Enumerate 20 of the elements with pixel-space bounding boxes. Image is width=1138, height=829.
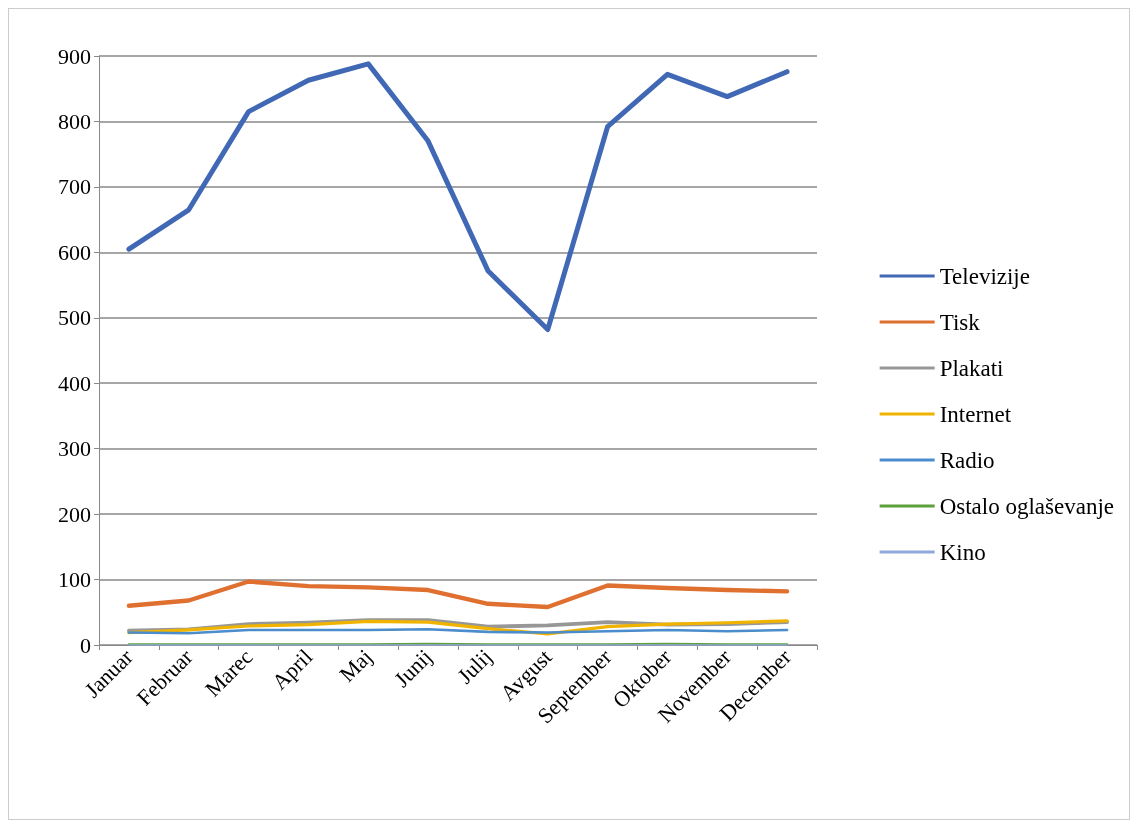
y-tick-label: 700 [58, 174, 91, 200]
y-tick-label: 300 [58, 436, 91, 462]
y-tick-label: 200 [58, 501, 91, 527]
legend-label: Internet [939, 401, 1012, 427]
legend-label: Tisk [939, 309, 981, 335]
legend-label: Ostalo oglaševanje [939, 493, 1115, 519]
y-tick-label: 0 [80, 632, 91, 658]
line-series [126, 579, 790, 610]
y-tick-label: 100 [58, 567, 91, 593]
legend-label: Plakati [939, 355, 1004, 381]
y-tick-label: 900 [58, 43, 91, 69]
y-tick-label: 400 [58, 370, 91, 396]
x-tick-label: Julij [452, 644, 497, 689]
y-tick-label: 600 [58, 239, 91, 265]
x-tick-label: Maj [334, 644, 378, 687]
legend-label: Radio [939, 447, 995, 473]
y-tick-label: 500 [58, 305, 91, 331]
legend-label: Kino [939, 539, 986, 565]
y-tick-label: 800 [58, 108, 91, 134]
legend-label: Televizije [939, 263, 1030, 289]
